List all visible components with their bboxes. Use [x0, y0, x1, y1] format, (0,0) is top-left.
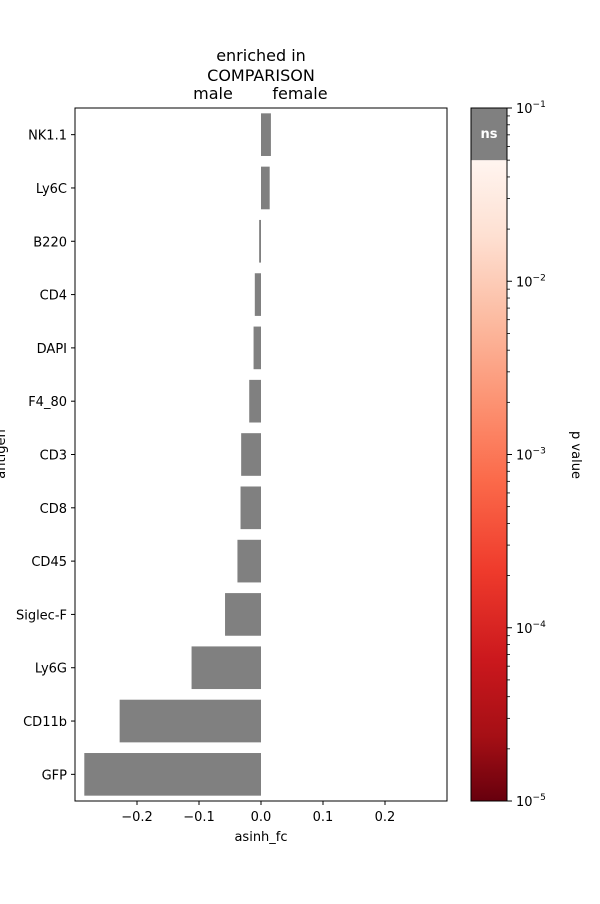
bar-cd8	[240, 486, 261, 530]
bar-cd4	[254, 273, 261, 316]
bar-b220	[259, 219, 261, 263]
x-tick-label: 0.1	[313, 810, 334, 825]
y-tick-label: CD8	[40, 502, 67, 517]
bar-nk1-1	[261, 113, 271, 156]
colorbar-label: p value	[568, 431, 583, 479]
y-tick-label: F4_80	[28, 395, 67, 410]
y-tick-label: CD3	[40, 449, 67, 464]
bar-ly6g	[191, 646, 261, 690]
chart-title-line-2: COMPARISON	[207, 66, 315, 85]
bar-cd3	[241, 433, 261, 476]
y-tick-label: Siglec-F	[16, 608, 67, 623]
y-tick-label: Ly6G	[35, 662, 67, 677]
x-tick-label: 0.0	[251, 810, 272, 825]
colorbar-gradient	[471, 159, 507, 801]
y-axis-label: antigen	[0, 429, 9, 478]
colorbar-ns-block	[471, 108, 507, 161]
bar-cd11b	[119, 699, 261, 743]
y-tick-label: GFP	[42, 768, 68, 783]
y-tick-label: Ly6C	[36, 182, 67, 197]
x-axis-label: asinh_fc	[234, 830, 287, 845]
colorbar-ns-label: ns	[481, 127, 498, 142]
colorbar-tick-label: 10−3	[516, 447, 546, 464]
x-tick-label: −0.1	[183, 810, 215, 825]
y-tick-label: CD45	[31, 555, 67, 570]
y-axis: NK1.1 Ly6C B220 CD4 DAPI F4_80 CD3 CD8 CD45 Sigle…	[16, 129, 75, 783]
bar-dapi	[253, 326, 261, 370]
bar-cd45	[237, 539, 261, 583]
x-axis: −0.2 −0.1 0.0 0.1 0.2	[121, 801, 395, 825]
y-tick-label: B220	[33, 235, 67, 250]
bar-siglec-f	[225, 593, 261, 636]
colorbar-tick-label: 10−1	[516, 100, 546, 117]
colorbar-ticks: 10−1 10−2 10−3 10−4 10−5	[507, 100, 546, 810]
chart-title-line-1: enriched in	[216, 46, 306, 65]
bar-ly6c	[261, 166, 270, 210]
colorbar-tick-label: 10−2	[516, 273, 546, 290]
bars-group	[84, 113, 271, 796]
direction-label-right: female	[272, 84, 327, 103]
y-tick-label: NK1.1	[28, 129, 67, 144]
x-tick-label: −0.2	[121, 810, 153, 825]
y-tick-label: CD11b	[23, 715, 67, 730]
x-tick-label: 0.2	[375, 810, 396, 825]
direction-label-left: male	[193, 84, 233, 103]
bar-f4-80	[249, 379, 261, 423]
colorbar-tick-label: 10−5	[516, 793, 546, 810]
bar-gfp	[84, 753, 261, 796]
y-tick-label: DAPI	[37, 342, 67, 357]
y-tick-label: CD4	[40, 289, 67, 304]
colorbar-tick-label: 10−4	[516, 620, 546, 637]
